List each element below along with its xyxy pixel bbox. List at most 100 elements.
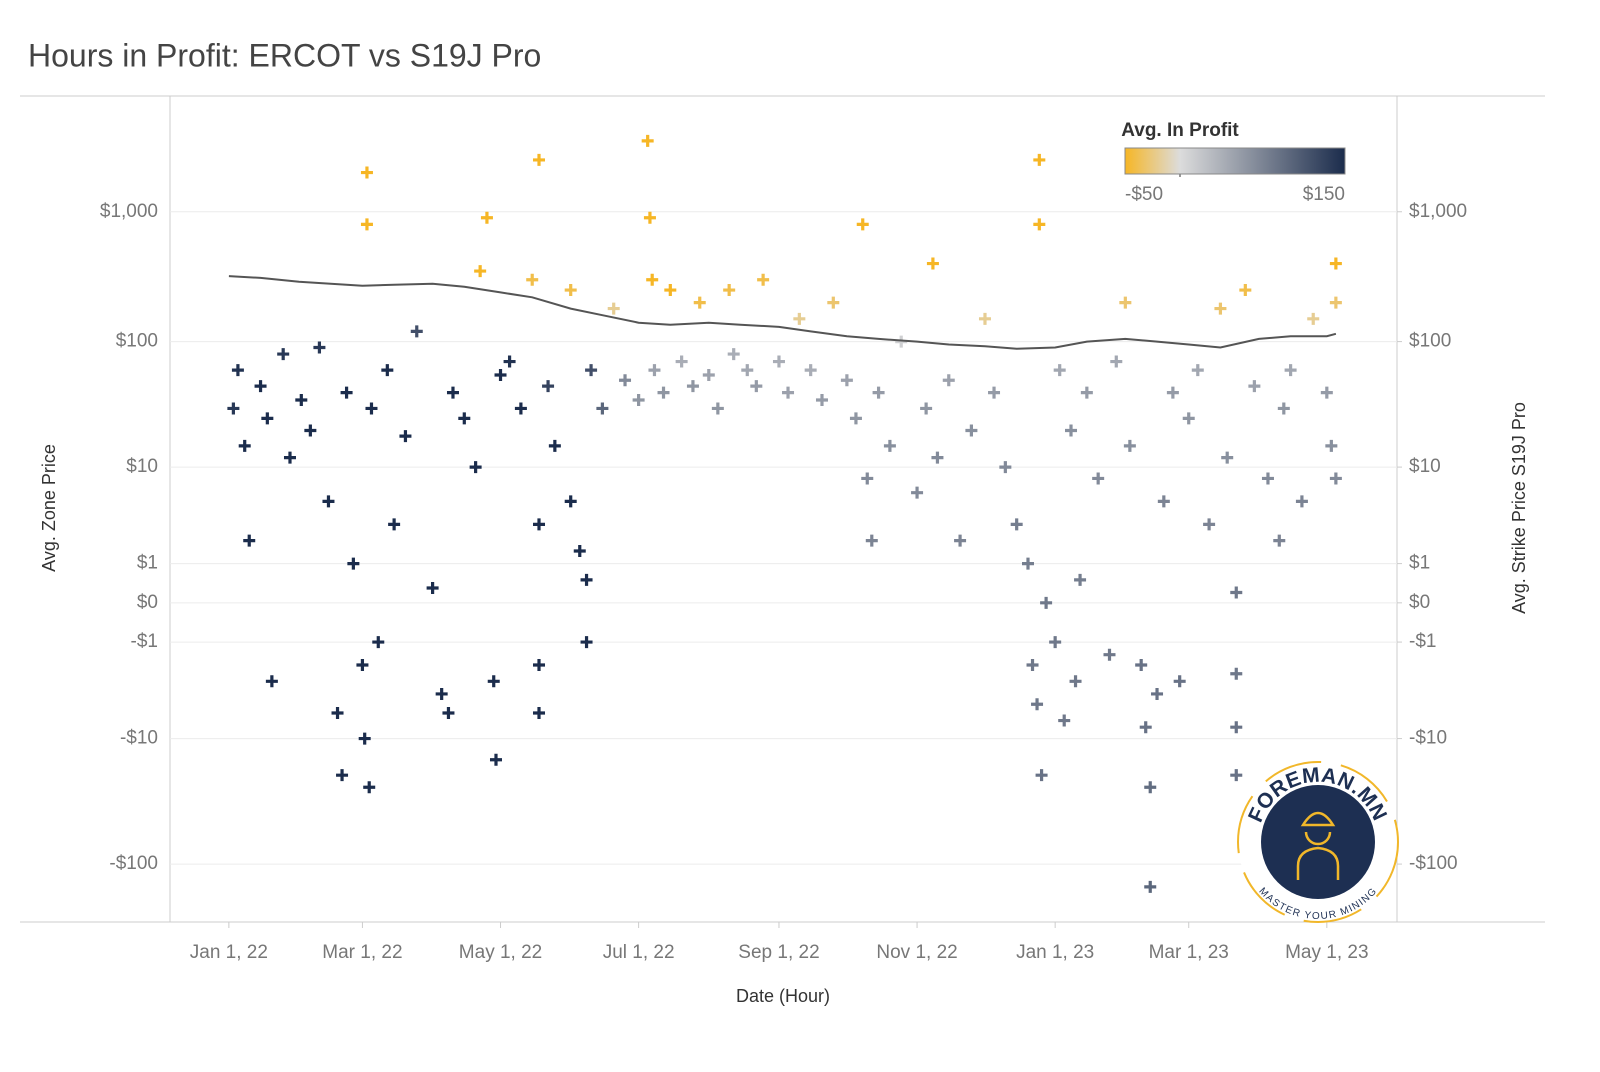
point (693, 296, 706, 309)
point (861, 472, 874, 485)
point (954, 534, 967, 547)
logo-disc (1261, 785, 1375, 899)
point (1021, 557, 1034, 570)
point (533, 706, 546, 719)
point (1277, 402, 1290, 415)
point (533, 659, 546, 672)
point (804, 364, 817, 377)
point (313, 341, 326, 354)
point (548, 439, 561, 452)
point (265, 675, 278, 688)
point (1191, 364, 1204, 377)
point (227, 402, 240, 415)
x-tick-label: Mar 1, 22 (322, 942, 402, 963)
overlay: -$50 $150 (228, 170, 1345, 350)
legend-label: $150 (1303, 184, 1345, 205)
point (1026, 659, 1039, 672)
point (363, 781, 376, 794)
point (741, 364, 754, 377)
point (494, 368, 507, 381)
point (381, 364, 394, 377)
point (356, 659, 369, 672)
point (1144, 781, 1157, 794)
x-tick-label: Jan 1, 23 (1016, 942, 1094, 963)
logo-icon (1296, 811, 1340, 880)
point (331, 706, 344, 719)
point (564, 495, 577, 508)
point (358, 732, 371, 745)
legend-label: -$50 (1125, 184, 1163, 205)
point (1144, 880, 1157, 893)
y-tick-label: $10 (126, 456, 158, 477)
point (1069, 675, 1082, 688)
point (1074, 573, 1087, 586)
point (1203, 518, 1216, 531)
x-axis-label: Date (Hour) (736, 986, 830, 1006)
point (772, 355, 785, 368)
point (469, 461, 482, 474)
point (849, 412, 862, 425)
point (883, 439, 896, 452)
point (372, 636, 385, 649)
point (856, 218, 869, 231)
point (1239, 284, 1252, 297)
points (227, 134, 1342, 893)
point (1273, 534, 1286, 547)
point (487, 675, 500, 688)
point (1295, 495, 1308, 508)
chart-title: Hours in Profit: ERCOT vs S19J Pro (28, 37, 541, 73)
point (336, 769, 349, 782)
point (1214, 302, 1227, 315)
point (458, 412, 471, 425)
point (1049, 636, 1062, 649)
point (1307, 312, 1320, 325)
point (750, 380, 763, 393)
point (988, 386, 1001, 399)
point (1325, 439, 1338, 452)
point (1058, 714, 1071, 727)
legend-title: Avg. In Profit (1121, 120, 1239, 141)
x-tick-label: Mar 1, 23 (1149, 942, 1229, 963)
point (1035, 769, 1048, 782)
point (1139, 721, 1152, 734)
point (1230, 667, 1243, 680)
point (1329, 257, 1342, 270)
point (238, 439, 251, 452)
point (641, 134, 654, 147)
point (365, 402, 378, 415)
point (277, 348, 290, 361)
point (1033, 153, 1046, 166)
point (942, 374, 955, 387)
point (827, 296, 840, 309)
y-axis-label: Avg. Zone Price (39, 444, 59, 572)
point (340, 386, 353, 399)
point (643, 211, 656, 224)
point (872, 386, 885, 399)
point (322, 495, 335, 508)
point (1010, 518, 1023, 531)
y-tick-label: -$100 (109, 853, 158, 874)
point (648, 364, 661, 377)
point (442, 706, 455, 719)
y2-tick-label: $100 (1409, 331, 1451, 352)
point (1031, 698, 1044, 711)
point (1119, 296, 1132, 309)
logo: FOREMAN.MN MASTER YOUR MINING (1237, 761, 1399, 923)
x-tick-label: Nov 1, 22 (876, 942, 957, 963)
point (347, 557, 360, 570)
point (435, 687, 448, 700)
y-tick-label: -$1 (131, 631, 158, 652)
point (1230, 586, 1243, 599)
point (702, 368, 715, 381)
x-tick-label: May 1, 23 (1285, 942, 1368, 963)
point (446, 386, 459, 399)
y-tick-label: $100 (116, 331, 158, 352)
y2-axis-label: Avg. Strike Price S19J Pro (1509, 402, 1529, 614)
point (533, 518, 546, 531)
point (514, 402, 527, 415)
y2-tick-label: $0 (1409, 592, 1430, 613)
y-tick-label: $1,000 (100, 201, 158, 222)
y2-tick-label: -$100 (1409, 853, 1458, 874)
point (573, 544, 586, 557)
point (675, 355, 688, 368)
